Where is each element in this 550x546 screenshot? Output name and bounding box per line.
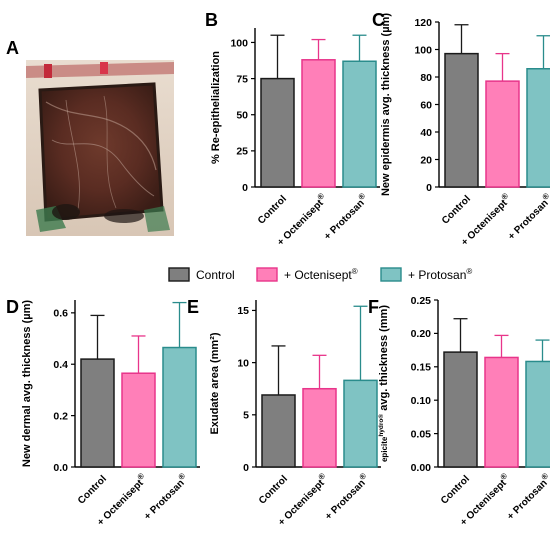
y-tick-label-e: 5 (243, 410, 249, 422)
panel-label-f: F (368, 297, 379, 317)
legend-label-octenisept: + Octenisept® (284, 267, 358, 282)
legend-swatch-protosan (380, 267, 402, 282)
y-tick-label-b: 75 (236, 73, 248, 85)
panel-label-b: B (205, 10, 218, 30)
panel-label-c: C (372, 10, 385, 30)
y-tick-label-f: 0.10 (411, 395, 432, 407)
y-tick-label-f: 0.15 (411, 362, 432, 374)
bar-c-0 (444, 52, 479, 188)
y-tick-label-c: 20 (420, 154, 432, 166)
y-tick-label-c: 120 (414, 17, 432, 29)
legend: Control + Octenisept® + Protosan® (168, 267, 472, 282)
legend-swatch-octenisept (256, 267, 278, 282)
y-tick-label-d: 0.4 (53, 359, 68, 371)
y-tick-label-d: 0.2 (53, 410, 68, 422)
y-tick-label-f: 0.20 (411, 328, 432, 340)
y-tick-label-f: 0.05 (411, 428, 432, 440)
category-label-c-2: + Protosan® (504, 191, 550, 242)
legend-label-protosan: + Protosan® (408, 267, 472, 282)
bar-f-2 (525, 360, 550, 468)
y-tick-label-b: 25 (236, 146, 248, 158)
category-label-f-0: Control (439, 473, 472, 506)
y-tick-label-b: 100 (230, 37, 248, 49)
bar-b-2 (342, 60, 377, 188)
y-axis-label-f: epicitehydro® avg. thickness (mm) (377, 305, 390, 462)
bar-e-1 (302, 387, 337, 468)
y-tick-label-c: 0 (426, 182, 432, 194)
y-tick-label-b: 50 (236, 110, 248, 122)
y-axis-label-e: Exudate area (mm²) (209, 332, 221, 434)
category-label-b-2: + Protosan® (320, 191, 371, 242)
wound-photo (26, 60, 174, 236)
y-tick-label-e: 0 (243, 462, 249, 474)
bar-f-1 (484, 356, 519, 468)
y-tick-label-f: 0.25 (411, 295, 432, 307)
bar-f-0 (443, 351, 478, 468)
y-tick-label-e: 15 (237, 305, 249, 317)
y-tick-label-c: 60 (420, 99, 432, 111)
bar-c-2 (526, 68, 550, 188)
bar-d-0 (80, 358, 115, 468)
bar-b-0 (260, 77, 295, 188)
y-tick-label-b: 0 (242, 182, 248, 194)
panel-label-e: E (187, 297, 199, 317)
bar-e-2 (343, 379, 378, 468)
category-label-e-0: Control (257, 473, 290, 506)
bar-c-1 (485, 80, 520, 188)
bar-b-1 (301, 59, 336, 188)
y-axis-label-b: % Re-epithelialization (210, 51, 222, 164)
y-axis-label-c: New epidermis avg. thickness (µm) (380, 13, 392, 196)
category-label-d-2: + Protosan® (140, 471, 191, 522)
y-tick-label-c: 100 (414, 44, 432, 56)
y-axis-label-d: New dermal avg. thickness (µm) (21, 300, 33, 467)
bar-d-2 (162, 346, 197, 468)
category-label-e-2: + Protosan® (321, 471, 372, 522)
panel-label-a: A (6, 38, 19, 58)
category-label-c-0: Control (440, 193, 473, 226)
category-label-f-2: + Protosan® (503, 471, 550, 522)
y-tick-label-d: 0.0 (53, 462, 68, 474)
bar-e-0 (261, 394, 296, 468)
y-tick-label-d: 0.6 (53, 308, 68, 320)
y-tick-label-e: 10 (237, 357, 249, 369)
category-label-b-0: Control (256, 193, 289, 226)
panel-label-d: D (6, 297, 19, 317)
bar-d-1 (121, 372, 156, 468)
y-tick-label-f: 0.00 (411, 462, 432, 474)
legend-swatch-control (168, 267, 190, 282)
y-tick-label-c: 80 (420, 72, 432, 84)
legend-label-control: Control (196, 268, 235, 282)
y-tick-label-c: 40 (420, 127, 432, 139)
category-label-d-0: Control (76, 473, 109, 506)
